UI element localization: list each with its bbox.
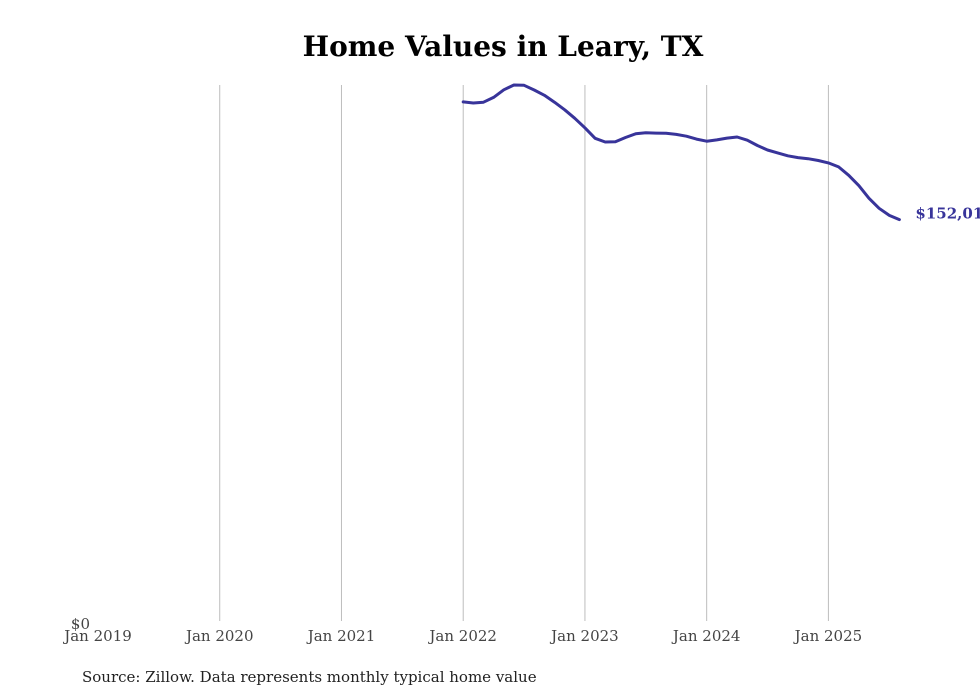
x-tick-label: Jan 2023 (549, 627, 619, 645)
x-tick-label: Jan 2019 (62, 627, 132, 645)
chart-title: Home Values in Leary, TX (302, 30, 704, 63)
gridlines (219, 85, 829, 621)
end-value-label: $152,012 (915, 205, 980, 223)
y-axis-ticks: $0 (71, 615, 90, 633)
x-tick-label: Jan 2020 (184, 627, 254, 645)
line-chart: Jan 2019 Jan 2020 Jan 2021 Jan 2022 Jan 2023… (62, 83, 980, 645)
source-note: Source: Zillow. Data represents monthly … (82, 668, 537, 686)
x-tick-label: Jan 2025 (793, 627, 863, 645)
x-tick-label: Jan 2022 (427, 627, 497, 645)
series-line-home-value (461, 83, 901, 222)
x-tick-label: Jan 2021 (306, 627, 376, 645)
y-tick-label: $0 (71, 615, 90, 633)
x-axis-ticks: Jan 2019 Jan 2020 Jan 2021 Jan 2022 Jan 2023… (62, 627, 862, 645)
x-tick-label: Jan 2024 (671, 627, 741, 645)
